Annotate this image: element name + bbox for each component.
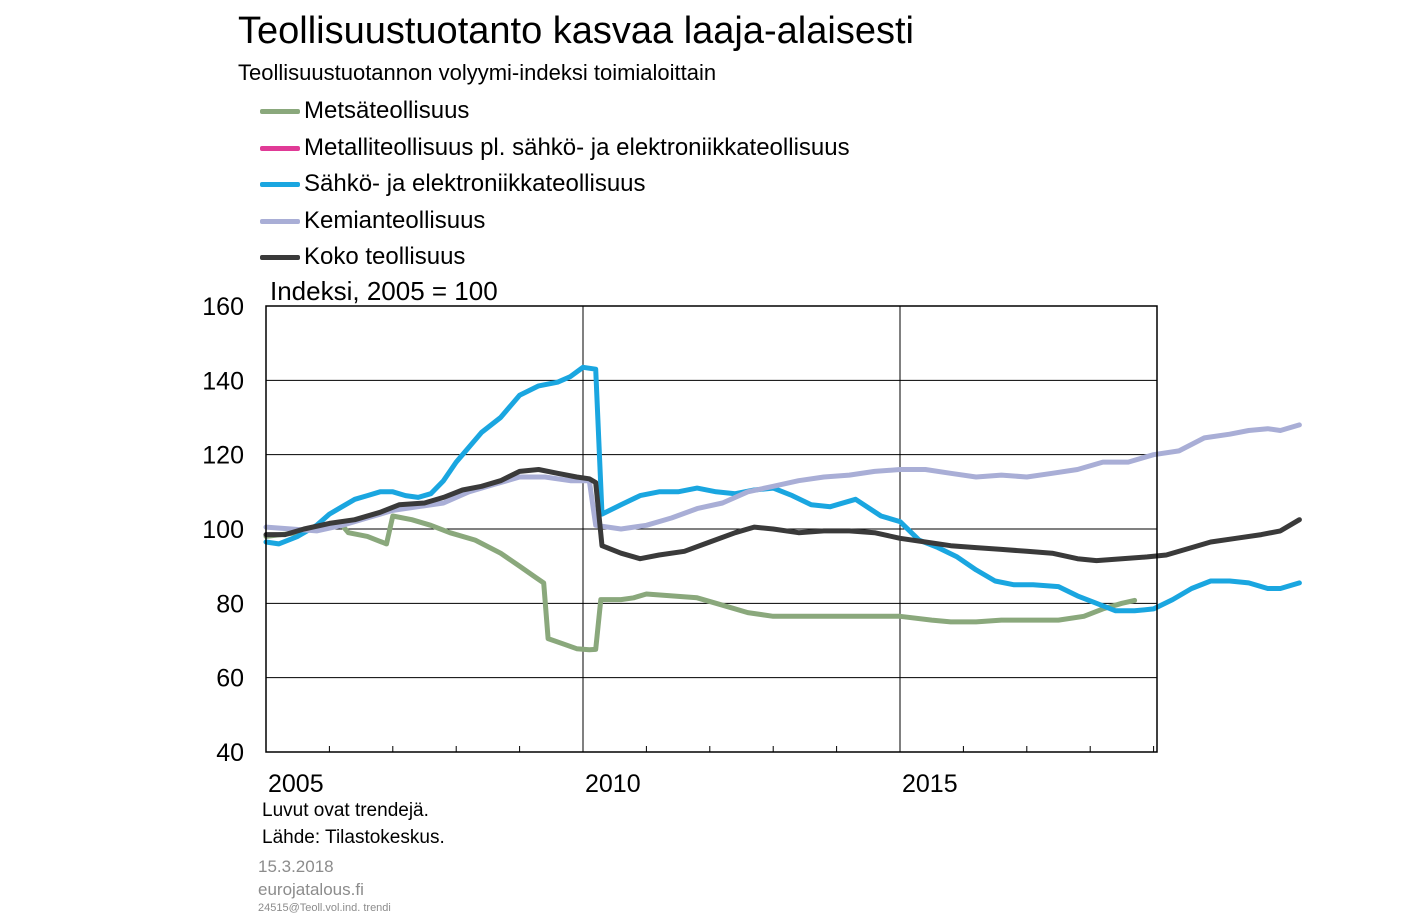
legend-swatch-metsa [260,109,300,114]
series-line-sahko [263,364,1302,614]
grid-lines [266,306,1157,752]
x-tick-label: 2005 [268,770,324,798]
y-axis-label: Indeksi, 2005 = 100 [270,276,498,306]
x-tick-label: 2010 [585,770,641,798]
series-line-kemia [263,422,1302,534]
y-tick-label: 140 [202,367,244,395]
chart-subtitle: Teollisuustuotannon volyymi-indeksi toim… [238,60,717,85]
legend-label-metalli: Metalliteollisuus pl. sähkö- ja elektron… [304,133,850,161]
publish-date: 15.3.2018 [258,857,334,876]
y-tick-label: 40 [216,739,244,767]
y-tick-label: 160 [202,293,244,321]
site-name: eurojatalous.fi [258,880,364,899]
y-tick-label: 120 [202,442,244,470]
x-tick-label: 2015 [902,770,958,798]
series-line-metsa [263,513,1138,653]
y-tick-label: 100 [202,516,244,544]
plot-frame [265,305,1158,753]
y-tick-label: 60 [216,665,244,693]
legend-label-metsa: Metsäteollisuus [304,97,470,124]
footnote-source: Lähde: Tilastokeskus. [262,827,445,848]
legend-label-sahko: Sähkö- ja elektroniikkateollisuus [304,170,646,197]
tick-labels: 40 60 80 100 120 140 160 2005 2010 2015 [202,293,957,798]
legend-swatch-koko [260,255,300,260]
chart-title: Teollisuustuotanto kasvaa laaja-alaisest… [238,10,914,52]
file-id: 24515@Teoll.vol.ind. trendi [258,902,391,914]
axis-ticks [265,746,1155,752]
series-line-koko [263,467,1302,564]
legend-label-koko: Koko teollisuus [304,243,466,270]
y-tick-label: 80 [216,590,244,618]
legend-swatch-metalli [260,145,300,151]
series-lines [263,364,1302,653]
legend-swatch-kemia [260,218,300,224]
footnote-trend: Luvut ovat trendejä. [262,800,429,821]
legend-swatch-sahko [260,182,300,187]
legend-label-kemia: Kemianteollisuus [304,206,486,234]
